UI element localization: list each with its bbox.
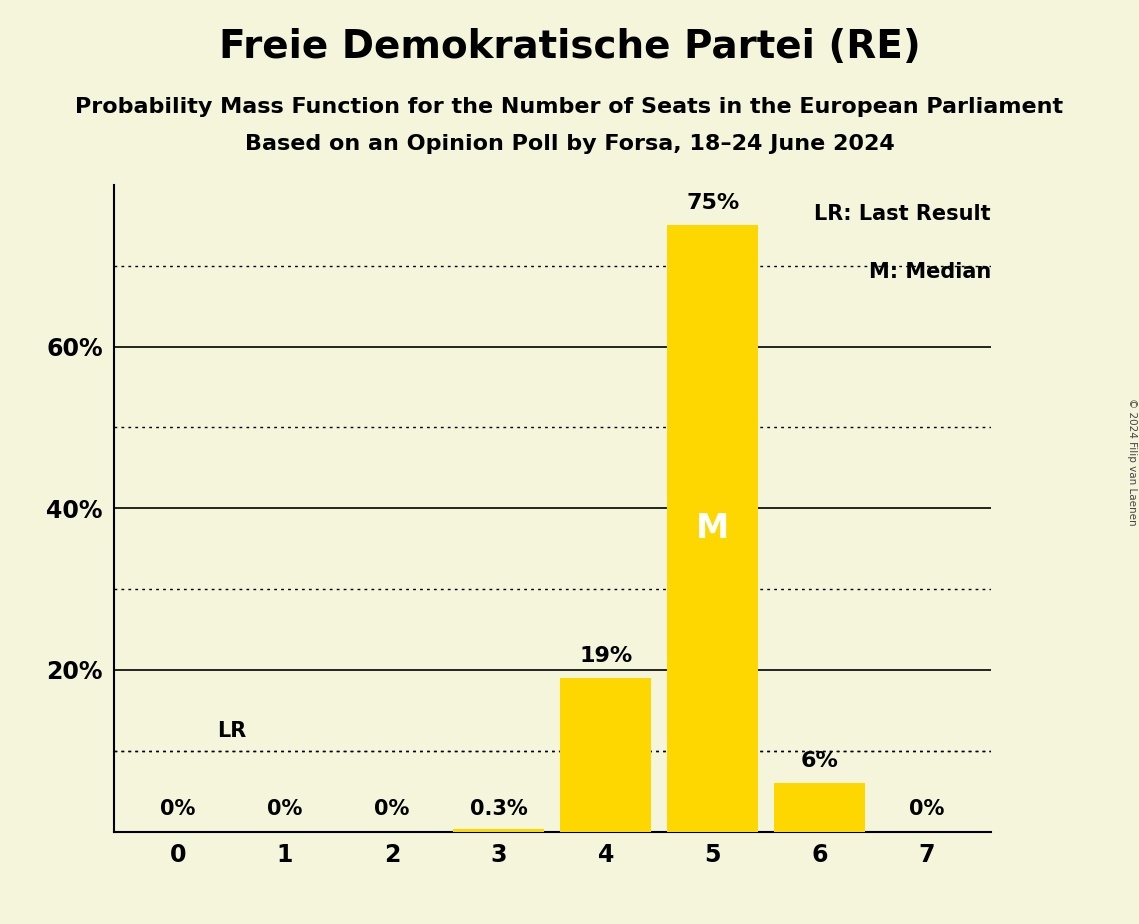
Text: 0%: 0%: [909, 799, 944, 820]
Text: Based on an Opinion Poll by Forsa, 18–24 June 2024: Based on an Opinion Poll by Forsa, 18–24…: [245, 134, 894, 154]
Bar: [453, 829, 544, 832]
Bar: [560, 678, 652, 832]
Text: 6%: 6%: [801, 751, 838, 771]
Bar: [775, 784, 866, 832]
Text: Probability Mass Function for the Number of Seats in the European Parliament: Probability Mass Function for the Number…: [75, 97, 1064, 117]
Text: 0%: 0%: [375, 799, 410, 820]
Text: M: M: [696, 512, 729, 545]
Text: LR: Last Result: LR: Last Result: [814, 204, 991, 225]
Text: 75%: 75%: [686, 193, 739, 213]
Text: 0%: 0%: [268, 799, 303, 820]
Text: 0%: 0%: [161, 799, 196, 820]
Bar: [667, 225, 759, 832]
Text: Freie Demokratische Partei (RE): Freie Demokratische Partei (RE): [219, 28, 920, 66]
Text: 19%: 19%: [580, 646, 632, 666]
Text: © 2024 Filip van Laenen: © 2024 Filip van Laenen: [1126, 398, 1137, 526]
Text: LR: LR: [216, 721, 246, 741]
Text: 0.3%: 0.3%: [470, 799, 527, 820]
Text: M: Median: M: Median: [869, 262, 991, 283]
